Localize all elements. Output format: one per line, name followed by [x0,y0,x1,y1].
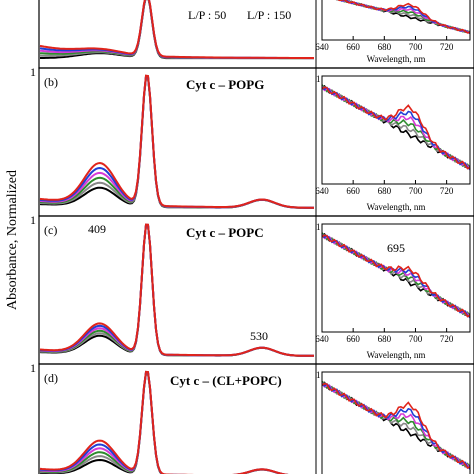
panel-b-inset-y-tick: 1 [316,74,321,84]
panel-2-series-4 [39,75,314,209]
panel-c-inset-frame [321,223,471,333]
panel-1-inset-xtick-label-720: 720 [440,42,454,52]
panel-d-inset-y-tick: 1 [316,370,321,380]
panel-a-inset-xlabel: Wavelength, nm [367,54,426,64]
panel-d-letter: (d) [44,371,58,385]
panel-c-inset-y-tick: 1 [316,222,321,232]
legend-lp-150: L/P : 150 [247,8,291,22]
panel-3-inset-xtick-label-660: 660 [346,334,360,344]
panel-3-inset-xtick-label-720: 720 [440,334,454,344]
panel-2-inset-xtick-label-680: 680 [378,186,392,196]
panel-d-title: Cyt c – (CL+POPC) [170,373,282,388]
panel-b-letter: (b) [44,75,58,89]
panel-2-series-6 [39,74,314,209]
panel-b-y-tick: 1 [30,65,36,79]
legend-lp-50: L/P : 50 [188,8,226,22]
panel-2-inset-xtick-label-720: 720 [440,186,454,196]
panel-3-inset-series-6 [321,234,471,318]
panel-1-series-6 [39,0,314,59]
panel-c-y-tick: 1 [30,213,36,227]
panel-3-series-6 [39,223,314,357]
panel-3-series-5 [39,223,314,357]
panel-1-inset-series-6 [337,0,471,34]
panel-4-inset-series-6 [321,382,471,470]
panel-3-inset-xtick-label-700: 700 [409,334,423,344]
panel-3-series-4 [39,223,314,357]
panel-c-inset-peak-label: 695 [387,241,405,255]
panel-1-inset-xtick-label-640: 640 [315,42,329,52]
panel-4-series-6 [39,370,290,474]
panel-b-inset-frame [321,75,471,185]
panel-3-series-3 [39,224,314,357]
y-axis-label: Absorbance, Normalized [5,170,20,310]
panel-d-inset-frame [321,371,471,474]
panel-2-inset-xtick-label-660: 660 [346,186,360,196]
panel-d-frame [38,363,474,474]
panel-b-inset-xlabel: Wavelength, nm [367,202,426,212]
panel-1-inset-xtick-label-680: 680 [378,42,392,52]
panel-3-inset-xtick-label-640: 640 [315,334,329,344]
panel-a-inset-frame [321,0,471,41]
inset-curves-layer [321,0,471,470]
panel-2-inset-series-6 [321,86,471,170]
panel-b-title: Cyt c – POPG [186,77,264,92]
inset-ticks-layer: 640 660 680 700 720 640 660 680 700 720 640 660 680 7… [315,36,454,344]
panel-d-y-tick: 1 [30,361,36,375]
panel-3-series-1 [39,224,314,357]
panel-3-series-2 [39,224,315,357]
main-curves-layer [39,0,315,474]
panel-c-letter: (c) [44,223,57,237]
panel-c-inset-xlabel: Wavelength, nm [367,350,426,360]
panel-3-inset-xtick-label-680: 680 [378,334,392,344]
panel-c-peak-label-409: 409 [88,222,106,236]
panel-2-inset-xtick-label-700: 700 [409,186,423,196]
panel-1-inset-xtick-label-700: 700 [409,42,423,52]
panel-2-inset-xtick-label-640: 640 [315,186,329,196]
panel-1-inset-xtick-label-660: 660 [346,42,360,52]
panel-c-peak-label-530: 530 [250,329,268,343]
panel-c-title: Cyt c – POPC [186,225,264,240]
